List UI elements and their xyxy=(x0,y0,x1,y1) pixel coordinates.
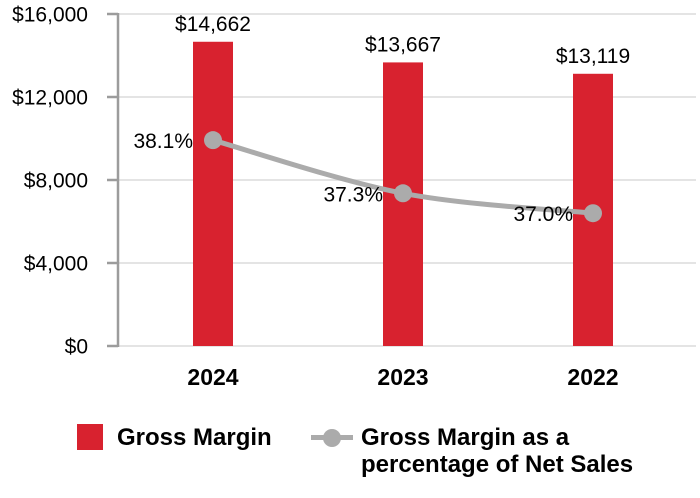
line-marker-2023 xyxy=(394,184,412,203)
legend-label-percentage-line2: percentage of Net Sales xyxy=(361,451,634,478)
y-axis-tick-label: $8,000 xyxy=(24,170,88,193)
line-value-label: 37.0% xyxy=(513,203,573,226)
line-marker-2022 xyxy=(584,204,602,223)
y-axis-tick-label: $0 xyxy=(65,336,88,359)
legend-label-gross-margin: Gross Margin xyxy=(117,424,272,451)
y-axis-tick-label: $4,000 xyxy=(24,253,88,276)
x-axis-label-2022: 2022 xyxy=(567,364,618,390)
y-axis-tick-label: $12,000 xyxy=(12,87,88,110)
bar-value-label: $14,662 xyxy=(175,13,251,36)
chart-legend: Gross Margin Gross Margin as a percentag… xyxy=(0,424,700,494)
x-axis-label-2024: 2024 xyxy=(187,364,238,390)
bar-2024 xyxy=(193,41,233,347)
line-dot-marker-icon xyxy=(311,424,353,451)
line-marker-2024 xyxy=(204,131,222,150)
gross-margin-chart: $0 $4,000 $8,000 $12,000 $16,000 $14,662 $13,6… xyxy=(12,4,696,390)
bar-value-label: $13,667 xyxy=(365,33,441,56)
line-value-label: 37.3% xyxy=(323,183,383,206)
legend-label-percentage-line1: Gross Margin as a xyxy=(361,424,570,451)
y-axis-tick-label: $16,000 xyxy=(12,4,88,27)
bar-value-label: $13,119 xyxy=(556,45,630,68)
legend-item-gross-margin-percentage: Gross Margin as a percentage of Net Sale… xyxy=(311,424,633,478)
legend-item-gross-margin: Gross Margin xyxy=(77,424,272,451)
legend-dot-icon xyxy=(323,429,341,447)
gross-margin-swatch-icon xyxy=(77,424,103,450)
x-axis-label-2023: 2023 xyxy=(377,364,428,390)
bar-2023 xyxy=(383,62,423,346)
line-value-label: 38.1% xyxy=(133,130,193,153)
